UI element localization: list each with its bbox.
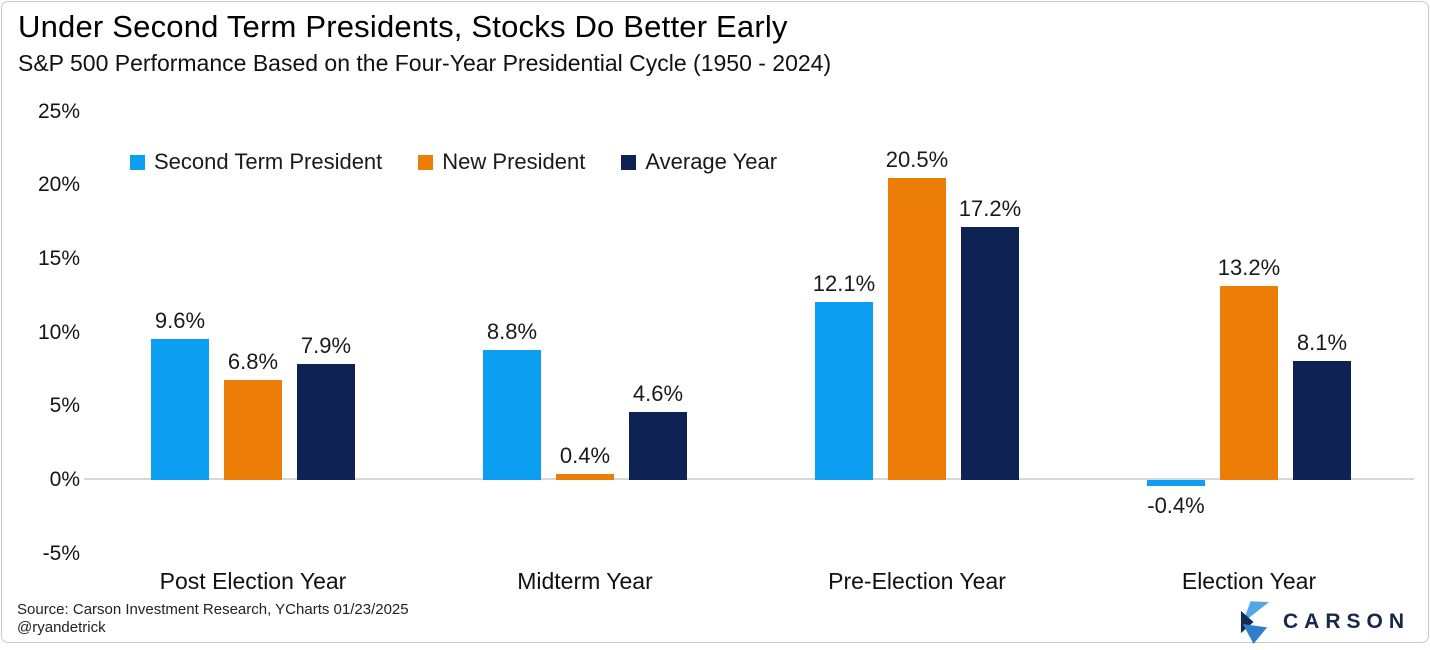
bar: [556, 474, 614, 480]
legend: Second Term President New President Averag…: [130, 149, 777, 175]
bar: [815, 302, 873, 480]
bar: [1147, 480, 1205, 486]
zero-axis-line: [84, 478, 1414, 480]
source-line-1: Source: Carson Investment Research, YCha…: [17, 601, 409, 618]
bar-group: 12.1% 20.5% 17.2%: [813, 97, 1021, 553]
y-tick-label: 15%: [37, 247, 80, 270]
y-tick-label: 10%: [37, 320, 80, 344]
legend-swatch-icon: [130, 154, 145, 170]
legend-item: Average Year: [621, 149, 777, 175]
y-tick-label: 25%: [37, 99, 80, 123]
bar: [297, 364, 355, 480]
bar-value-label: 20.5%: [885, 147, 949, 172]
carson-logo: CARSON: [1239, 600, 1410, 644]
legend-item: Second Term President: [130, 149, 382, 175]
bar: [151, 339, 209, 480]
bar-value-label: 0.4%: [559, 443, 611, 468]
bar: [1220, 286, 1278, 480]
x-category-label: Election Year: [1181, 568, 1317, 594]
legend-item: New President: [418, 149, 585, 175]
source-line-2: @ryandetrick: [17, 619, 106, 636]
legend-label: Average Year: [645, 149, 778, 174]
bar-value-label: -0.4%: [1147, 493, 1205, 518]
bar-value-label: 6.8%: [227, 349, 279, 374]
bar-value-label: 4.6%: [632, 381, 684, 406]
bar-value-label: 17.2%: [958, 196, 1022, 221]
bar-value-label: 7.9%: [300, 333, 352, 358]
bar-group: -0.4% 13.2% 8.1%: [1147, 97, 1351, 553]
bar: [888, 178, 946, 480]
bar-value-label: 8.8%: [486, 319, 538, 344]
y-tick-label: 0%: [49, 468, 80, 491]
bar-value-label: 12.1%: [812, 271, 876, 296]
y-tick-label: 20%: [37, 173, 80, 197]
bar-group: 8.8% 0.4% 4.6%: [483, 97, 687, 553]
x-category-label: Midterm Year: [517, 568, 653, 594]
x-category-label: Pre-Election Year: [828, 568, 1006, 594]
bar: [961, 227, 1019, 480]
bar-value-label: 9.6%: [154, 308, 206, 333]
bar: [224, 380, 282, 480]
carson-logo-text: CARSON: [1282, 610, 1410, 633]
bar: [483, 350, 541, 480]
y-tick-label: 5%: [49, 394, 80, 418]
bar: [629, 412, 687, 480]
legend-swatch-icon: [418, 154, 434, 170]
bar-group: 9.6% 6.8% 7.9%: [151, 97, 355, 553]
legend-swatch-icon: [621, 154, 637, 170]
carson-logo-icon: [1240, 600, 1270, 644]
bar-value-label: 8.1%: [1296, 330, 1348, 355]
bar: [1293, 361, 1351, 480]
chart-subtitle: S&P 500 Performance Based on the Four-Ye…: [18, 50, 832, 76]
y-tick-label: -5%: [42, 541, 80, 565]
legend-label: New President: [442, 149, 586, 174]
legend-label: Second Term President: [154, 149, 383, 174]
bar-value-label: 13.2%: [1217, 255, 1281, 280]
plot-area: Second Term President New President Averag…: [84, 97, 1414, 553]
chart-title: Under Second Term Presidents, Stocks Do …: [18, 9, 788, 44]
source-note: Source: Carson Investment Research, YCha…: [17, 601, 409, 637]
x-category-label: Post Election Year: [159, 568, 347, 594]
